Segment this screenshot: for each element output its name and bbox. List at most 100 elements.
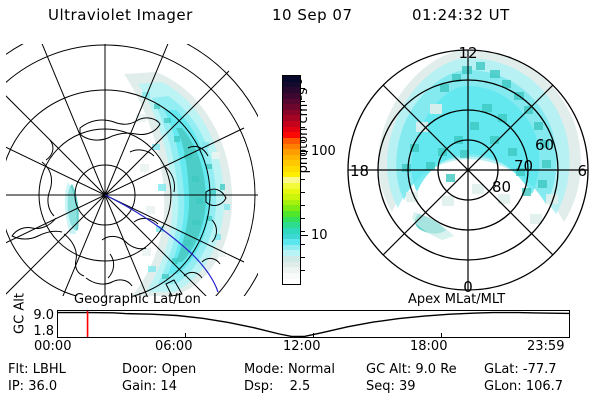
strip-ytick-low: 1.8	[33, 324, 54, 339]
colorbar-band	[283, 272, 300, 279]
strip-x-ticks: 00:00 06:00 12:00 18:00 23:59	[0, 339, 600, 355]
status-footer: Flt: LBHL Door: Open Mode: Normal GC Alt…	[0, 362, 600, 398]
strip-plot-area[interactable]	[57, 310, 570, 338]
colorbar-minor-tick	[300, 166, 305, 167]
geographic-polar-image[interactable]	[6, 44, 258, 296]
status-gain-value: 14	[160, 379, 177, 394]
colorbar-major-tick	[300, 151, 308, 152]
colorbar-band	[283, 216, 300, 223]
mlt-hour-labels: 12 18 6 0	[350, 44, 587, 296]
geo-content	[6, 44, 258, 296]
status-gcalt-label: GC Alt:	[366, 362, 412, 377]
colorbar-minor-tick	[300, 231, 305, 232]
colorbar-band	[283, 199, 300, 206]
mlt-label-12: 12	[458, 44, 477, 62]
status-mode: Mode: Normal	[244, 362, 335, 377]
colorbar-band	[283, 92, 300, 99]
strip-title-geographic: Geographic Lat/Lon	[74, 292, 201, 307]
status-dsp-value: 2.5	[289, 379, 311, 394]
colorbar-minor-tick	[300, 244, 305, 245]
strip-xtick-0600: 06:00	[155, 339, 193, 354]
status-glat-value: -77.7	[522, 362, 557, 377]
colorbar-label-10: 10	[311, 228, 328, 243]
status-flt: Flt: LBHL	[8, 362, 66, 377]
colorbar-band	[283, 267, 300, 273]
colorbar-band	[283, 239, 300, 245]
colorbar-band	[283, 109, 300, 116]
colorbar-minor-tick	[300, 179, 305, 180]
status-ip-label: IP:	[8, 379, 25, 394]
colorbar-minor-tick	[300, 114, 305, 115]
ground-track-line	[104, 194, 219, 293]
instrument-title: Ultraviolet Imager	[48, 6, 193, 24]
mlt-label-18: 18	[350, 162, 369, 180]
colorbar-minor-tick	[300, 270, 305, 271]
strip-x-tickmarks	[185, 333, 442, 337]
status-mode-label: Mode:	[244, 362, 284, 377]
status-door-value: Open	[161, 362, 197, 377]
header-bar: Ultraviolet Imager 10 Sep 07 01:24:32 UT	[0, 6, 600, 30]
observation-time: 01:24:32 UT	[412, 6, 510, 24]
colorbar-band	[283, 154, 300, 161]
mlat-label-70: 70	[514, 157, 533, 175]
geo-svg	[6, 44, 258, 296]
status-seq: Seq: 39	[366, 379, 416, 394]
status-gain: Gain: 14	[122, 379, 177, 394]
colorbar-band	[283, 194, 300, 200]
altitude-time-strip[interactable]: Geographic Lat/Lon Apex MLat/MLT GC Alt …	[0, 292, 600, 354]
colorbar-band	[283, 261, 300, 268]
altitude-curve	[57, 311, 570, 338]
colorbar-minor-tick	[300, 257, 305, 258]
strip-y-ticks: 9.0 1.8	[26, 309, 54, 339]
status-ip: IP: 36.0	[8, 379, 57, 394]
colorbar-band	[283, 132, 300, 138]
colorbar-band	[283, 98, 300, 105]
colorbar-minor-tick	[300, 205, 305, 206]
status-mode-value: Normal	[287, 362, 335, 377]
mlat-ring-labels: 60 70 80	[492, 136, 554, 196]
status-glon-value: 106.7	[525, 379, 564, 394]
status-seq-label: Seq:	[366, 379, 395, 394]
mlt-spokes	[348, 50, 588, 290]
colorbar-minor-tick	[300, 192, 305, 193]
mlat-mlt-dial[interactable]: 12 18 6 0 60 70 80	[342, 44, 594, 296]
colorbar-band	[283, 256, 300, 262]
colorbar-band	[283, 121, 300, 127]
colorbar-minor-tick	[300, 88, 305, 89]
colorbar-band	[283, 166, 300, 172]
colorbar-band	[283, 177, 300, 183]
status-gain-label: Gain:	[122, 379, 157, 394]
colorbar-band	[283, 115, 300, 121]
colorbar-label-100: 100	[311, 144, 336, 159]
status-gcalt: GC Alt: 9.0 Re	[366, 362, 457, 377]
strip-xtick-0000: 00:00	[34, 339, 72, 354]
colorbar-band	[283, 278, 300, 285]
status-dsp-label: Dsp:	[244, 379, 274, 394]
mlt-label-6: 6	[577, 162, 587, 180]
status-glon: GLon: 106.7	[484, 379, 563, 394]
colorbar-gradient	[282, 75, 301, 285]
colorbar-band	[283, 250, 300, 256]
colorbar-band	[283, 171, 300, 178]
status-glat: GLat: -77.7	[484, 362, 557, 377]
colorbar-band	[283, 182, 300, 189]
status-flt-value: LBHL	[32, 362, 66, 377]
status-seq-value: 39	[399, 379, 416, 394]
colorbar-minor-tick	[300, 153, 305, 154]
colorbar-band	[283, 137, 300, 144]
status-glat-label: GLat:	[484, 362, 519, 377]
mlt-svg: 12 18 6 0 60 70 80	[347, 44, 589, 296]
colorbar-band	[283, 160, 300, 166]
aurora-emission-mlt	[378, 50, 581, 240]
status-door-label: Door:	[122, 362, 158, 377]
status-row-1: Flt: LBHL Door: Open Mode: Normal GC Alt…	[0, 362, 600, 379]
status-row-2: IP: 36.0 Gain: 14 Dsp: 2.5 Seq: 39 GLon:…	[0, 379, 600, 396]
mlat-label-60: 60	[535, 136, 554, 154]
mlt-label-0: 0	[463, 278, 473, 296]
strip-title-apex: Apex MLat/MLT	[408, 292, 506, 307]
mlat-label-80: 80	[492, 178, 511, 196]
coastline-outlines	[11, 117, 227, 296]
strip-xtick-1800: 18:00	[410, 339, 448, 354]
colorbar-band	[283, 126, 300, 133]
